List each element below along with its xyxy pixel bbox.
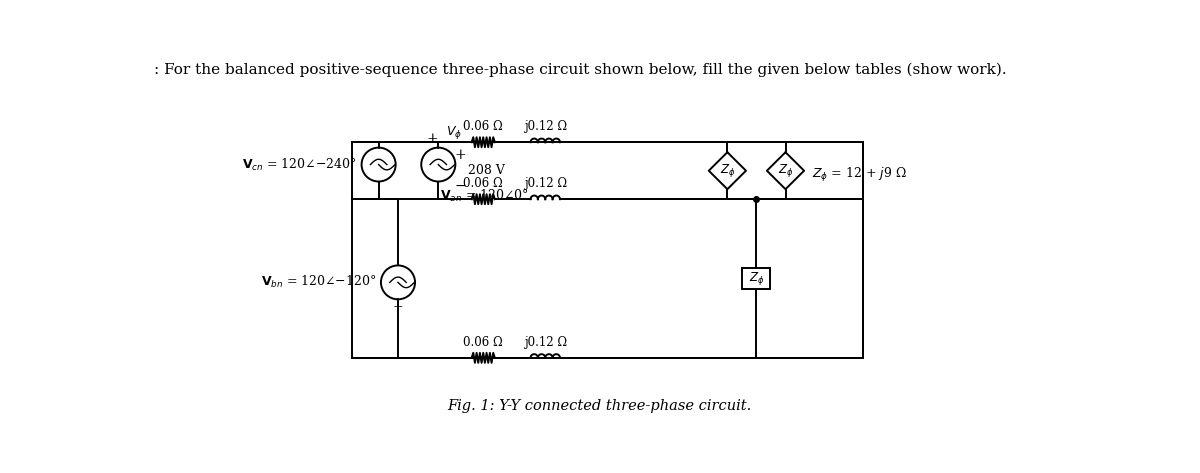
Bar [743, 268, 770, 289]
Text: $\mathbf{V}_{bn}$ = 120∠−120°: $\mathbf{V}_{bn}$ = 120∠−120° [260, 274, 377, 290]
Text: : For the balanced positive-sequence three-phase circuit shown below, fill the g: : For the balanced positive-sequence thr… [154, 63, 1007, 77]
Text: 0.06 Ω: 0.06 Ω [463, 120, 503, 133]
Text: 208 V: 208 V [468, 164, 505, 177]
Text: 0.06 Ω: 0.06 Ω [463, 335, 503, 349]
Text: +: + [426, 132, 438, 146]
Text: +: + [454, 149, 466, 162]
Text: +: + [392, 301, 403, 314]
Text: $Z_\phi$: $Z_\phi$ [749, 270, 764, 287]
Text: $Z_\phi$: $Z_\phi$ [778, 162, 793, 179]
Text: 0.06 Ω: 0.06 Ω [463, 177, 503, 190]
Text: $V_\phi$: $V_\phi$ [446, 124, 462, 141]
Text: $\mathbf{V}_{cn}$ = 120∠−240°: $\mathbf{V}_{cn}$ = 120∠−240° [242, 157, 356, 173]
Text: $\mathbf{V}_{an}$ = 120∠0°: $\mathbf{V}_{an}$ = 120∠0° [440, 188, 529, 204]
Text: Fig. 1: Y-Y connected three-phase circuit.: Fig. 1: Y-Y connected three-phase circui… [448, 399, 751, 413]
Text: $Z_\phi$: $Z_\phi$ [720, 162, 736, 179]
Text: −: − [454, 179, 466, 193]
Text: j0.12 Ω: j0.12 Ω [523, 120, 566, 133]
Text: $Z_\phi$ = 12 + $j$9 Ω: $Z_\phi$ = 12 + $j$9 Ω [812, 166, 906, 184]
Text: j0.12 Ω: j0.12 Ω [523, 335, 566, 349]
Text: j0.12 Ω: j0.12 Ω [523, 177, 566, 190]
